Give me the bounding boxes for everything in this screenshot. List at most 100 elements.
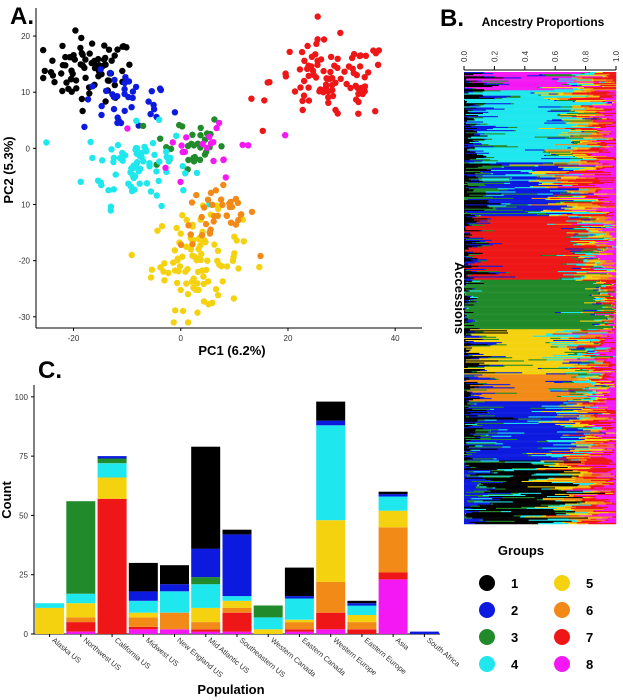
admixture-segment-group-1 — [464, 145, 469, 147]
admixture-segment-group-1 — [464, 455, 467, 457]
admixture-segment-group-3 — [465, 333, 471, 335]
admixture-segment-group-6 — [605, 348, 609, 350]
pca-point-group-1 — [77, 61, 84, 68]
admixture-segment-group-5 — [613, 325, 615, 328]
admixture-segment-group-1 — [464, 151, 476, 153]
admixture-segment-group-5 — [605, 432, 616, 434]
admixture-segment-group-5 — [484, 366, 559, 369]
admixture-segment-group-8 — [615, 318, 617, 320]
admixture-x-tick-label: 0.6 — [551, 50, 560, 62]
admixture-segment-group-1 — [464, 289, 467, 291]
admixture-segment-group-3 — [468, 471, 474, 473]
admixture-segment-group-2 — [464, 379, 467, 382]
pca-point-group-7 — [327, 68, 334, 76]
admixture-segment-group-2 — [464, 374, 483, 376]
admixture-segment-group-5 — [580, 311, 584, 314]
admixture-segment-group-3 — [510, 492, 519, 495]
admixture-segment-group-4 — [579, 256, 595, 258]
admixture-segment-group-7 — [491, 239, 609, 242]
admixture-segment-group-7 — [595, 336, 601, 339]
admixture-segment-group-4 — [498, 160, 580, 162]
admixture-segment-group-4 — [567, 163, 579, 165]
admixture-segment-group-3 — [464, 162, 470, 164]
admixture-segment-group-7 — [599, 96, 614, 99]
admixture-segment-group-6 — [595, 351, 598, 354]
admixture-segment-group-2 — [482, 338, 484, 341]
admixture-segment-group-7 — [487, 260, 584, 262]
admixture-segment-group-7 — [563, 460, 612, 462]
admixture-segment-group-4 — [477, 485, 480, 487]
admixture-segment-group-5 — [561, 181, 575, 184]
admixture-segment-group-6 — [598, 131, 612, 133]
admixture-segment-group-3 — [505, 204, 528, 206]
admixture-segment-group-4 — [475, 151, 543, 153]
admixture-segment-group-4 — [581, 84, 583, 87]
admixture-segment-group-5 — [605, 233, 608, 235]
admixture-segment-group-4 — [566, 263, 585, 265]
bar-segment-group-4 — [97, 463, 127, 478]
admixture-segment-group-5 — [606, 247, 608, 249]
admixture-segment-group-2 — [480, 215, 550, 217]
admixture-segment-group-6 — [589, 468, 591, 470]
admixture-segment-group-4 — [587, 373, 602, 375]
admixture-segment-group-7 — [610, 131, 612, 133]
admixture-segment-group-3 — [590, 266, 603, 269]
bar-segment-group-1 — [378, 491, 408, 495]
admixture-segment-group-4 — [608, 318, 613, 320]
admixture-segment-group-4 — [589, 401, 592, 403]
admixture-segment-group-2 — [464, 264, 472, 266]
admixture-segment-group-8 — [614, 347, 617, 349]
admixture-segment-group-2 — [552, 119, 562, 121]
admixture-segment-group-7 — [614, 475, 617, 477]
admixture-segment-group-2 — [503, 406, 586, 409]
admixture-segment-group-5 — [569, 494, 572, 497]
pca-point-group-1 — [51, 78, 58, 86]
pca-point-group-8 — [206, 133, 213, 140]
pca-point-group-7 — [259, 127, 266, 135]
admixture-segment-group-3 — [569, 240, 571, 243]
admixture-segment-group-2 — [464, 494, 465, 497]
admixture-segment-group-7 — [608, 363, 615, 365]
admixture-segment-group-8 — [614, 179, 617, 181]
admixture-segment-group-5 — [610, 386, 615, 388]
bar-segment-group-1 — [222, 529, 252, 535]
admixture-segment-group-3 — [468, 223, 478, 226]
admixture-segment-group-1 — [464, 282, 485, 285]
admixture-segment-group-8 — [594, 254, 617, 257]
admixture-segment-group-4 — [465, 508, 487, 511]
pca-point-group-4 — [179, 163, 186, 170]
admixture-segment-group-8 — [599, 430, 617, 432]
admixture-segment-group-2 — [471, 280, 473, 283]
admixture-segment-group-7 — [612, 122, 616, 124]
admixture-segment-group-4 — [517, 146, 602, 148]
admixture-segment-group-6 — [592, 370, 594, 372]
admixture-segment-group-3 — [584, 131, 598, 133]
pca-point-group-4 — [114, 141, 122, 149]
admixture-segment-group-3 — [574, 390, 593, 392]
admixture-segment-group-6 — [611, 81, 616, 84]
admixture-segment-group-1 — [464, 104, 474, 106]
pca-point-group-2 — [171, 109, 179, 116]
admixture-segment-group-6 — [478, 376, 572, 378]
admixture-segment-group-5 — [566, 496, 569, 498]
admixture-segment-group-3 — [510, 103, 515, 105]
admixture-segment-group-4 — [563, 167, 585, 170]
admixture-segment-group-3 — [466, 284, 613, 286]
pca-point-group-5 — [215, 205, 222, 213]
admixture-segment-group-3 — [506, 96, 521, 99]
admixture-segment-group-8 — [613, 461, 617, 463]
admixture-segment-group-5 — [564, 505, 572, 508]
admixture-segment-group-2 — [509, 178, 556, 180]
admixture-segment-group-3 — [580, 250, 594, 252]
admixture-segment-group-2 — [547, 137, 566, 139]
admixture-segment-group-8 — [615, 468, 617, 470]
admixture-segment-group-3 — [495, 378, 499, 381]
admixture-segment-group-5 — [527, 486, 590, 488]
pca-point-group-1 — [40, 74, 47, 82]
admixture-segment-group-6 — [597, 122, 613, 124]
pca-point-group-4 — [133, 117, 140, 125]
admixture-segment-group-2 — [523, 209, 544, 212]
admixture-segment-group-7 — [615, 305, 616, 307]
admixture-segment-group-2 — [479, 171, 521, 173]
admixture-segment-group-1 — [512, 501, 586, 503]
